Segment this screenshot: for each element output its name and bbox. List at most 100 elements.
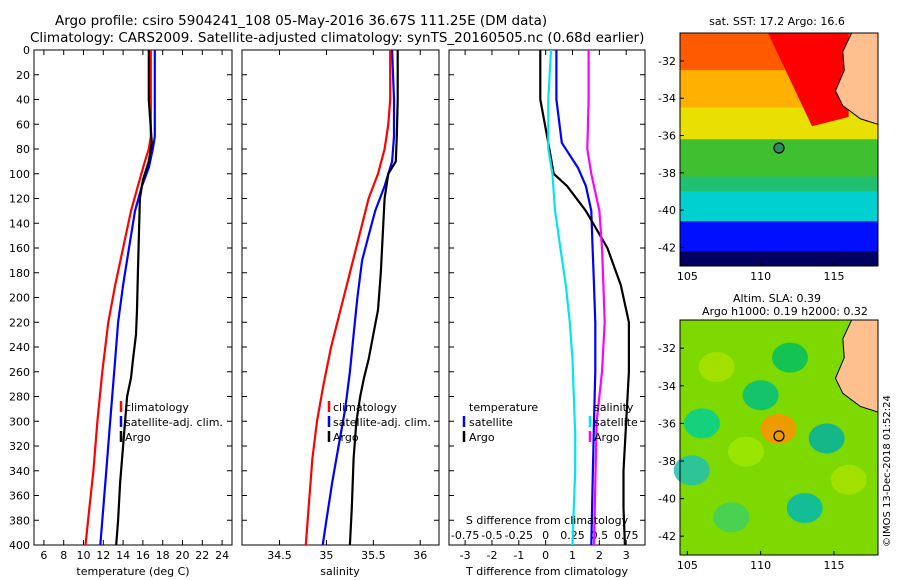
series-line-satellite-adj-clim- <box>99 50 156 546</box>
temperature-panel <box>33 49 233 546</box>
x-tick-label: 14 <box>116 549 130 562</box>
map-x-tick-label: 115 <box>824 270 845 283</box>
legend-label-temperature: temperature <box>469 401 538 414</box>
y-tick-label: 380 <box>9 514 30 527</box>
legend-label-argo: Argo <box>125 431 151 444</box>
profile-location-marker <box>773 430 785 442</box>
y-tick-label: 300 <box>9 415 30 428</box>
sst-map-title: sat. SST: 17.2 Argo: 16.6 <box>709 15 845 28</box>
y-tick-label: 180 <box>9 267 30 280</box>
salinity-plot: 34.5 35 35.5 36 <box>242 49 439 562</box>
x-tick-label: 20 <box>176 549 190 562</box>
x-tick-label: 12 <box>96 549 110 562</box>
sla-map-title-line1: Altim. SLA: 0.39 <box>733 292 821 305</box>
series-line-climatology <box>304 50 392 546</box>
legend-label-satellite: satellite-adj. clim. <box>125 416 223 429</box>
temperature-xlabel: temperature (deg C) <box>76 565 189 578</box>
profile-location-marker <box>773 142 785 154</box>
x-tick-label: -2 <box>486 549 497 562</box>
x-tick-label: 22 <box>195 549 209 562</box>
series-line-satellite-adj-clim- <box>321 49 396 546</box>
map-frame <box>679 319 879 556</box>
top-x-tick-label: 0.75 <box>614 529 639 542</box>
difference-xlabel: T difference from climatology <box>465 565 628 578</box>
map-x-tick-label: 110 <box>750 559 771 572</box>
sla-anomaly-blob <box>772 342 808 373</box>
sla-anomaly-blob <box>698 352 735 382</box>
legend-label-t-satellite: satellite <box>469 416 513 429</box>
temperature-plot: 0 20 40 60 80 100 120 140 160 180 200 220 240 260 280 3… <box>9 44 232 562</box>
sst-band <box>680 191 878 222</box>
top-x-tick-label: 0 <box>542 529 549 542</box>
sla-map-title-line2: Argo h1000: 0.19 h2000: 0.32 <box>702 305 868 318</box>
series-line-climatology <box>84 50 152 546</box>
legend-label-t-argo: Argo <box>469 431 495 444</box>
sst-band <box>680 221 878 252</box>
sla-anomaly-blob <box>830 464 867 495</box>
difference-panel <box>448 49 646 546</box>
map-y-tick-label: -38 <box>658 455 676 468</box>
x-tick-label: 24 <box>215 549 229 562</box>
series-line-temperature-satellite <box>555 50 597 546</box>
legend-label-satellite: satellite-adj. clim. <box>333 416 431 429</box>
x-tick-label: 10 <box>77 549 91 562</box>
x-tick-label: 6 <box>40 549 47 562</box>
series-line-temperature-argo <box>539 50 631 546</box>
sla-map: -32 -34 -36 -38 -40 -42 105 110 115 <box>658 319 879 572</box>
x-tick-label: -3 <box>460 549 471 562</box>
map-y-tick-label: -32 <box>658 55 676 68</box>
sst-band <box>680 176 878 192</box>
y-tick-label: 40 <box>16 94 30 107</box>
map-y-tick-label: -40 <box>658 493 676 506</box>
sla-anomaly-blob <box>713 502 750 533</box>
imos-credit: ©IMOS 13-Dec-2018 01:52:24 <box>882 395 893 547</box>
y-tick-label: 340 <box>9 465 30 478</box>
map-y-tick-label: -32 <box>658 342 676 355</box>
legend-label-climatology: climatology <box>333 401 397 414</box>
y-tick-label: 160 <box>9 242 30 255</box>
x-tick-label: -1 <box>513 549 524 562</box>
legend-label-s-argo: Argo <box>594 431 620 444</box>
series-line-argo <box>348 50 399 546</box>
y-tick-label: 0 <box>23 44 30 57</box>
y-tick-label: 260 <box>9 366 30 379</box>
map-y-tick-label: -42 <box>658 530 676 543</box>
y-tick-label: 240 <box>9 341 30 354</box>
x-tick-label: 18 <box>156 549 170 562</box>
temperature-legend: climatology satellite-adj. clim. Argo <box>119 401 223 444</box>
difference-plot: -3 -2 -1 0 1 2 3-0.75 -0.5 -0.25 0 0.25 0.5 0.75 <box>449 49 645 562</box>
top-x-tick-label: -0.25 <box>505 529 533 542</box>
y-tick-label: 320 <box>9 440 30 453</box>
y-tick-label: 20 <box>16 69 30 82</box>
salinity-panel <box>241 49 440 546</box>
figure-title-line1: Argo profile: csiro 5904241_108 05-May-2… <box>55 13 547 29</box>
sla-anomaly-blob <box>760 414 797 445</box>
series-line-argo <box>115 50 153 546</box>
sla-anomaly-blob <box>684 408 720 439</box>
x-tick-label: 36 <box>413 549 427 562</box>
map-x-tick-label: 105 <box>677 270 698 283</box>
y-tick-label: 60 <box>16 118 30 131</box>
x-tick-label: 34.5 <box>267 549 292 562</box>
y-tick-label: 280 <box>9 391 30 404</box>
y-tick-label: 360 <box>9 490 30 503</box>
sst-warm-region <box>768 33 849 127</box>
map-y-tick-label: -40 <box>658 204 676 217</box>
map-frame <box>679 32 879 267</box>
salinity-legend: climatology satellite-adj. clim. Argo <box>327 401 431 444</box>
y-tick-label: 400 <box>9 539 30 552</box>
x-tick-label: 8 <box>60 549 67 562</box>
legend-label-climatology: climatology <box>125 401 189 414</box>
figure-title-line2: Climatology: CARS2009. Satellite-adjuste… <box>30 30 644 46</box>
map-x-tick-label: 110 <box>750 270 771 283</box>
difference-top-xlabel: S difference from climatology <box>466 514 629 527</box>
series-line-salinity-satellite <box>547 49 577 546</box>
legend-label-s-satellite: satellite <box>594 416 638 429</box>
map-y-tick-label: -34 <box>658 92 676 105</box>
y-tick-label: 80 <box>16 143 30 156</box>
sst-band <box>680 251 878 266</box>
map-x-tick-label: 105 <box>677 559 698 572</box>
x-tick-label: 35 <box>319 549 333 562</box>
x-tick-label: 1 <box>569 549 576 562</box>
